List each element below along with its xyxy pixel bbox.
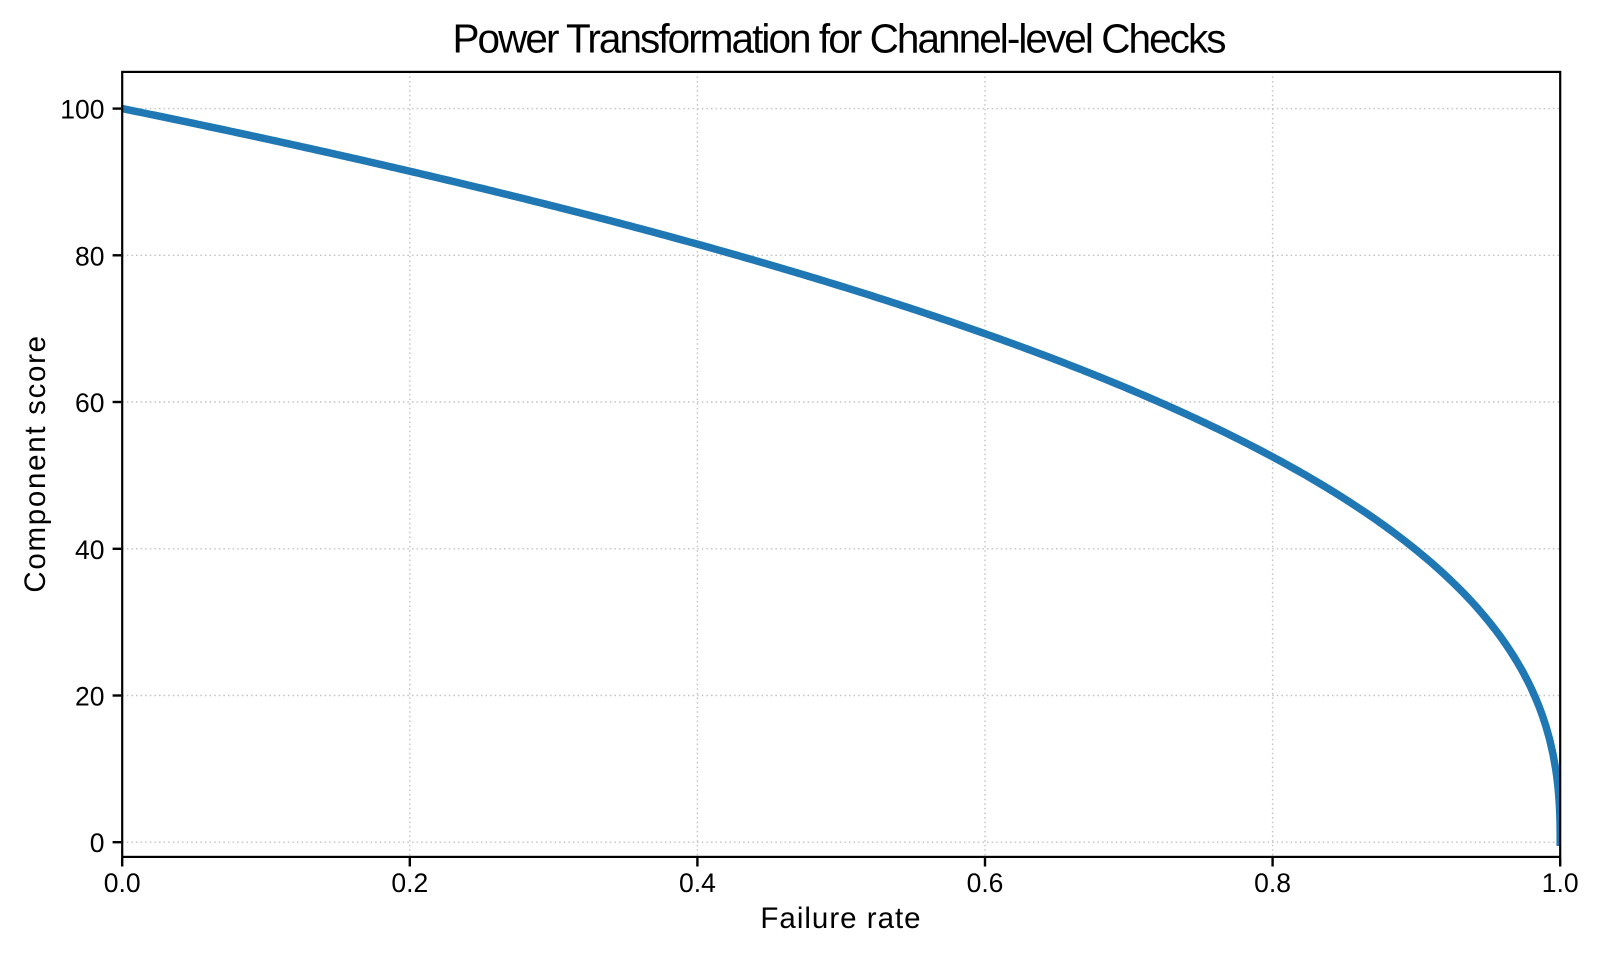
svg-text:0.8: 0.8: [1254, 868, 1291, 898]
svg-text:0.4: 0.4: [679, 868, 716, 898]
svg-text:0.0: 0.0: [104, 868, 141, 898]
svg-text:60: 60: [75, 388, 104, 418]
svg-text:100: 100: [60, 95, 104, 125]
svg-text:0: 0: [90, 828, 105, 858]
svg-text:80: 80: [75, 241, 104, 271]
svg-text:Component score: Component score: [19, 334, 52, 592]
svg-text:20: 20: [75, 682, 104, 712]
svg-text:Power Transformation for Chann: Power Transformation for Channel-level C…: [452, 16, 1225, 62]
svg-text:0.6: 0.6: [967, 868, 1004, 898]
svg-text:0.2: 0.2: [391, 868, 428, 898]
svg-text:Failure rate: Failure rate: [760, 902, 921, 935]
svg-text:1.0: 1.0: [1542, 868, 1579, 898]
svg-text:40: 40: [75, 535, 104, 565]
